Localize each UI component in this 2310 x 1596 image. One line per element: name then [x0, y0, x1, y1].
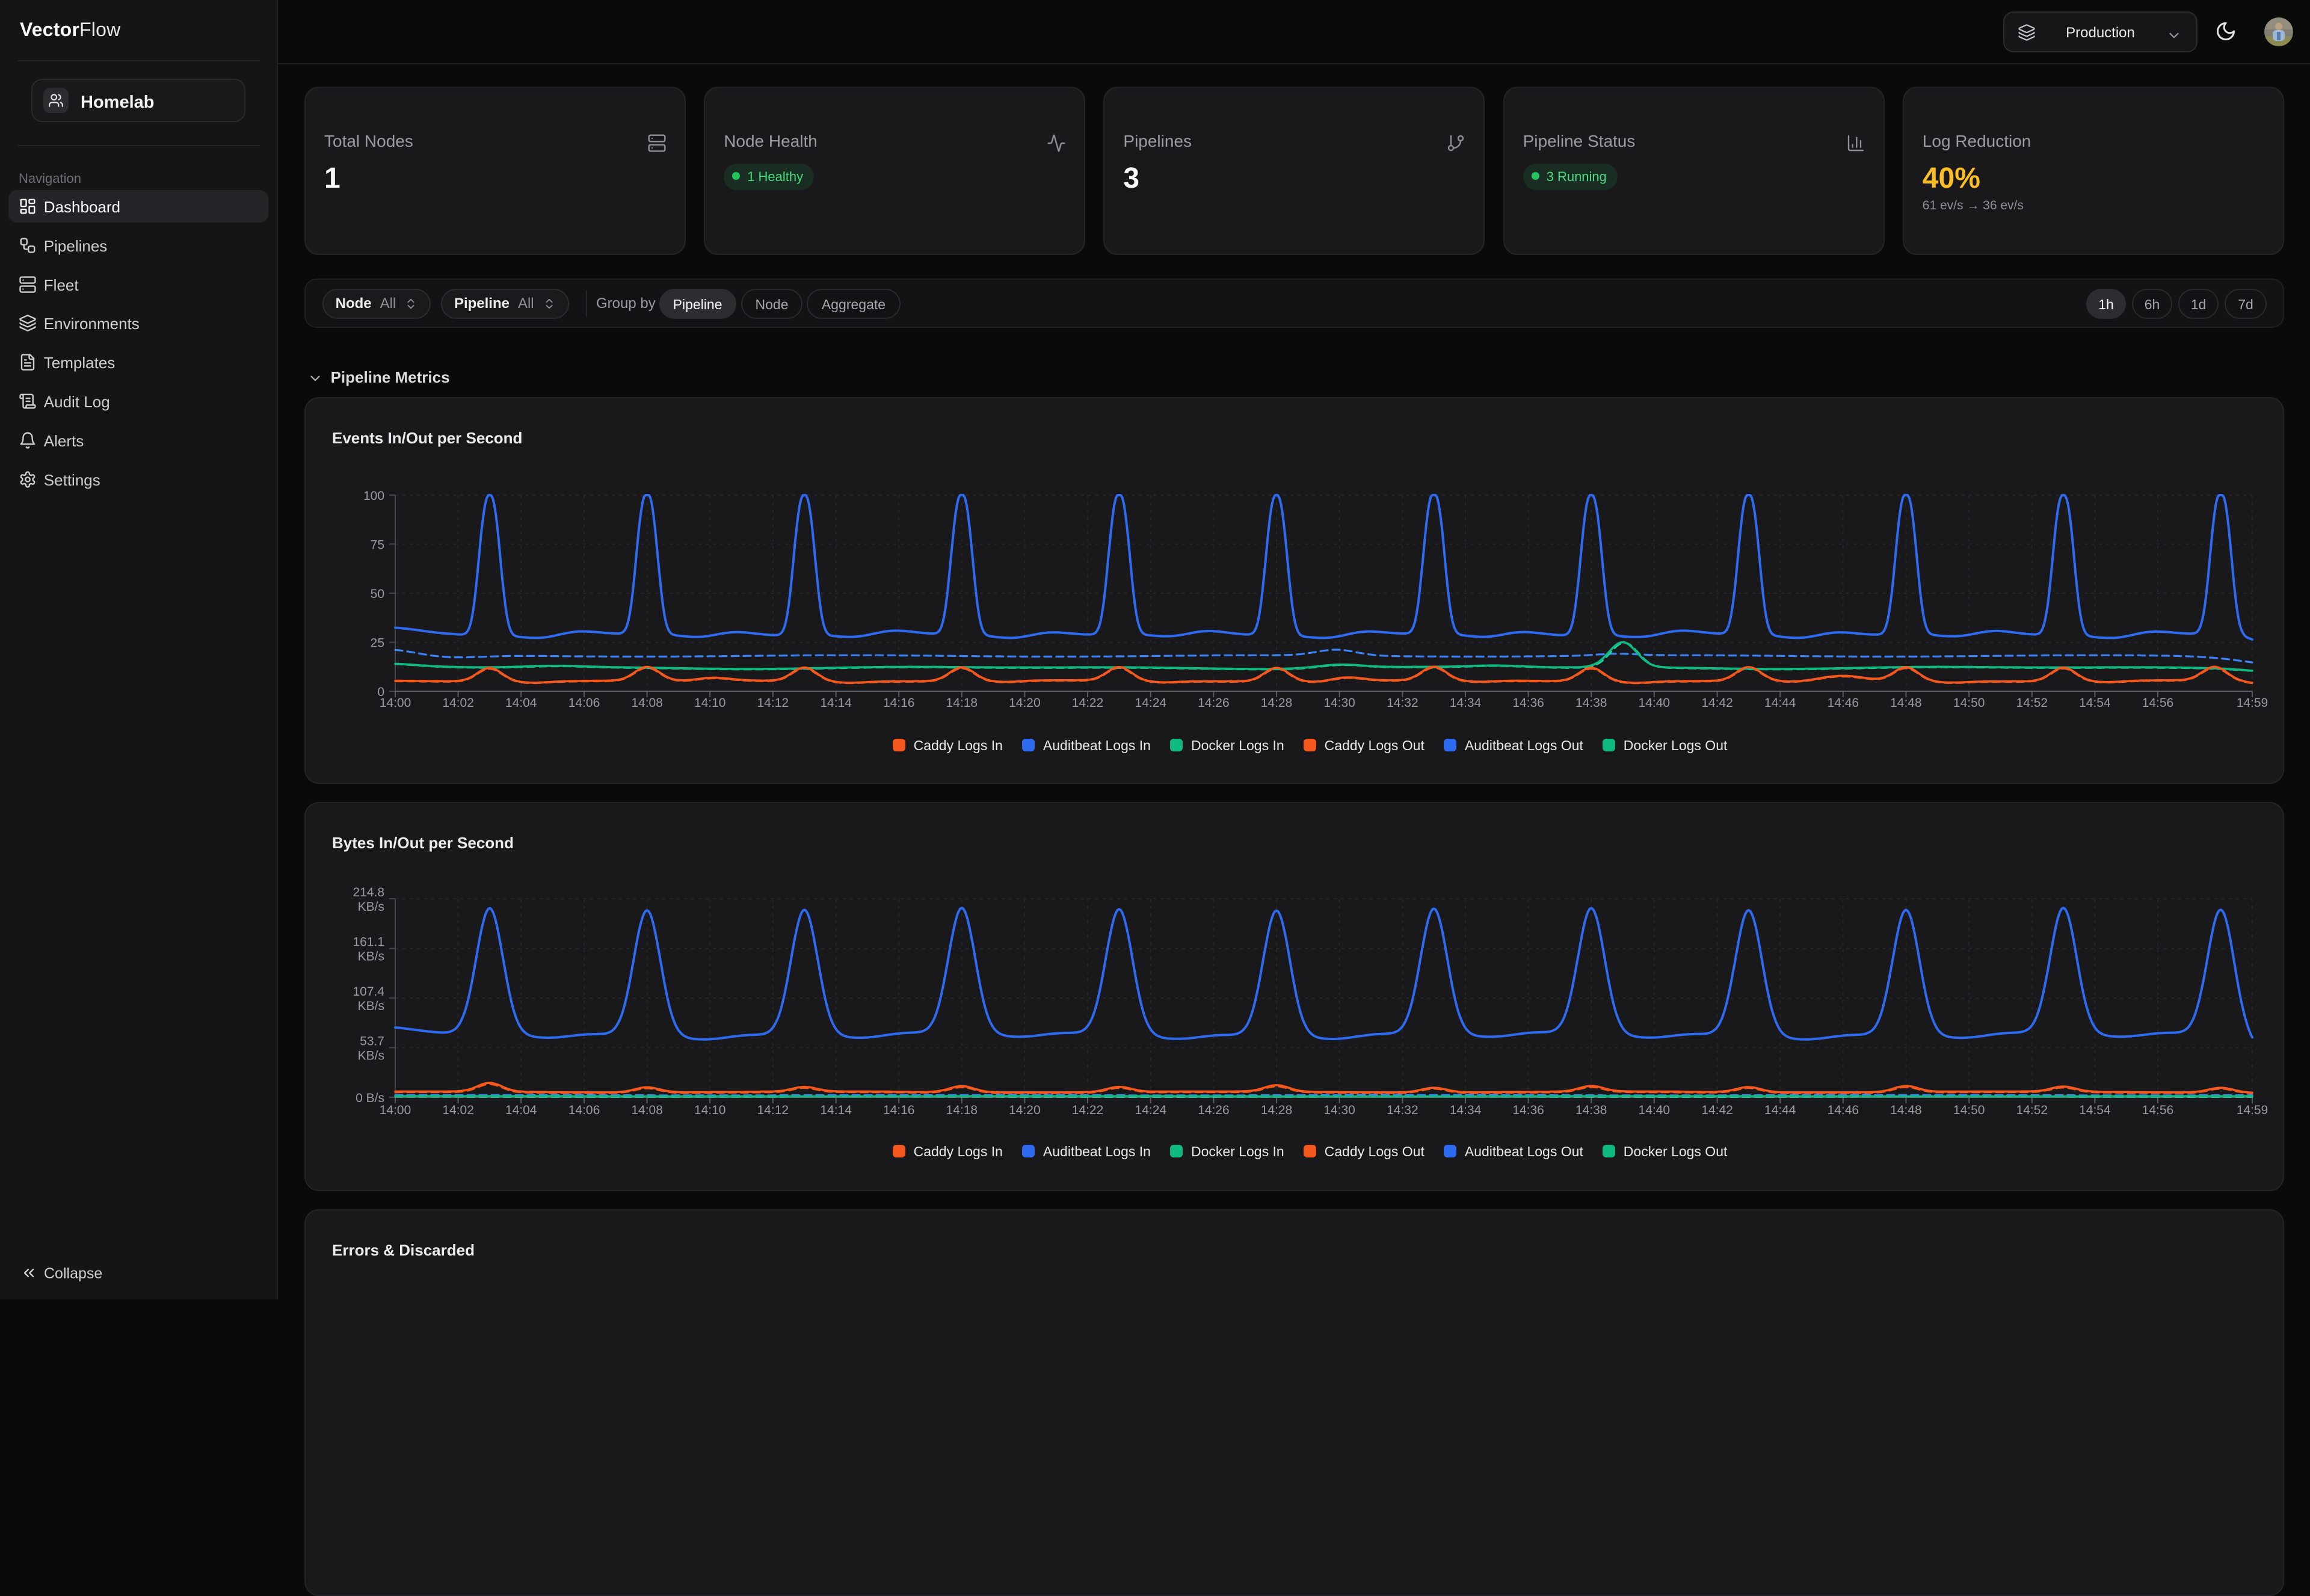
svg-text:14:28: 14:28 — [1261, 1103, 1293, 1117]
svg-text:14:59: 14:59 — [2237, 1103, 2268, 1117]
svg-text:14:44: 14:44 — [1764, 1103, 1796, 1117]
svg-text:14:06: 14:06 — [568, 1103, 600, 1117]
svg-text:14:30: 14:30 — [1323, 1103, 1355, 1117]
svg-text:53.7: 53.7 — [360, 1034, 384, 1048]
svg-text:14:42: 14:42 — [1701, 696, 1733, 710]
svg-text:14:50: 14:50 — [1953, 1103, 1985, 1117]
svg-text:14:48: 14:48 — [1890, 1103, 1922, 1117]
svg-text:14:46: 14:46 — [1828, 696, 1859, 710]
svg-text:14:52: 14:52 — [2016, 1103, 2048, 1117]
svg-text:KB/s: KB/s — [358, 999, 384, 1013]
svg-text:14:56: 14:56 — [2142, 1103, 2174, 1117]
svg-text:214.8: 214.8 — [353, 886, 385, 899]
svg-text:107.4: 107.4 — [353, 985, 385, 999]
svg-text:25: 25 — [371, 636, 384, 650]
svg-text:14:20: 14:20 — [1009, 1103, 1041, 1117]
svg-text:14:32: 14:32 — [1387, 1103, 1418, 1117]
svg-text:14:12: 14:12 — [757, 696, 789, 710]
svg-text:14:38: 14:38 — [1575, 696, 1607, 710]
svg-text:14:40: 14:40 — [1639, 696, 1671, 710]
svg-text:KB/s: KB/s — [358, 1049, 384, 1062]
svg-text:14:59: 14:59 — [2237, 696, 2268, 710]
svg-text:14:04: 14:04 — [505, 1103, 537, 1117]
svg-text:14:20: 14:20 — [1009, 696, 1041, 710]
svg-text:KB/s: KB/s — [358, 950, 384, 964]
svg-text:161.1: 161.1 — [353, 935, 385, 949]
svg-text:14:54: 14:54 — [2079, 696, 2111, 710]
svg-text:14:22: 14:22 — [1072, 696, 1104, 710]
svg-text:14:24: 14:24 — [1135, 1103, 1167, 1117]
svg-text:14:38: 14:38 — [1575, 1103, 1607, 1117]
svg-text:14:40: 14:40 — [1639, 1103, 1671, 1117]
svg-text:100: 100 — [363, 489, 384, 503]
svg-text:14:36: 14:36 — [1512, 1103, 1544, 1117]
svg-text:14:10: 14:10 — [694, 1103, 726, 1117]
svg-text:14:46: 14:46 — [1828, 1103, 1859, 1117]
svg-text:14:26: 14:26 — [1198, 696, 1230, 710]
svg-text:14:50: 14:50 — [1953, 696, 1985, 710]
svg-text:KB/s: KB/s — [358, 900, 384, 914]
svg-text:14:18: 14:18 — [946, 1103, 978, 1117]
svg-text:14:44: 14:44 — [1764, 696, 1796, 710]
svg-text:14:12: 14:12 — [757, 1103, 789, 1117]
svg-text:14:34: 14:34 — [1450, 1103, 1482, 1117]
svg-text:14:28: 14:28 — [1261, 696, 1293, 710]
svg-text:14:30: 14:30 — [1323, 696, 1355, 710]
svg-text:14:16: 14:16 — [883, 1103, 915, 1117]
svg-text:14:00: 14:00 — [380, 696, 411, 710]
svg-text:14:10: 14:10 — [694, 696, 726, 710]
svg-text:75: 75 — [371, 538, 384, 552]
svg-text:50: 50 — [371, 587, 384, 601]
svg-text:14:06: 14:06 — [568, 696, 600, 710]
svg-text:14:52: 14:52 — [2016, 696, 2048, 710]
svg-text:14:42: 14:42 — [1701, 1103, 1733, 1117]
svg-text:14:48: 14:48 — [1890, 696, 1922, 710]
svg-text:14:16: 14:16 — [883, 696, 915, 710]
svg-text:14:32: 14:32 — [1387, 696, 1418, 710]
svg-text:14:04: 14:04 — [505, 696, 537, 710]
svg-text:14:02: 14:02 — [442, 696, 474, 710]
svg-text:14:14: 14:14 — [820, 696, 852, 710]
svg-text:14:36: 14:36 — [1512, 696, 1544, 710]
svg-text:14:08: 14:08 — [631, 1103, 663, 1117]
svg-text:14:22: 14:22 — [1072, 1103, 1104, 1117]
svg-text:14:02: 14:02 — [442, 1103, 474, 1117]
svg-text:14:18: 14:18 — [946, 696, 978, 710]
svg-text:14:56: 14:56 — [2142, 696, 2174, 710]
svg-text:0 B/s: 0 B/s — [356, 1091, 384, 1105]
svg-text:14:14: 14:14 — [820, 1103, 852, 1117]
svg-text:14:08: 14:08 — [631, 696, 663, 710]
svg-text:14:26: 14:26 — [1198, 1103, 1230, 1117]
svg-text:0: 0 — [377, 685, 384, 699]
svg-text:14:34: 14:34 — [1450, 696, 1482, 710]
svg-text:14:00: 14:00 — [380, 1103, 411, 1117]
svg-text:14:24: 14:24 — [1135, 696, 1167, 710]
svg-text:14:54: 14:54 — [2079, 1103, 2111, 1117]
